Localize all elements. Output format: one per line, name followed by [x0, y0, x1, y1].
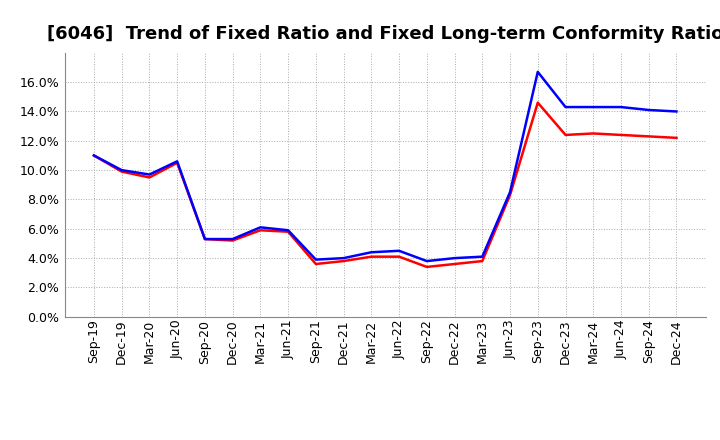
Fixed Long-term Conformity Ratio — [644, 134, 653, 139]
Fixed Ratio — [145, 172, 154, 177]
Fixed Ratio — [478, 254, 487, 259]
Fixed Ratio — [561, 104, 570, 110]
Fixed Ratio — [367, 249, 376, 255]
Fixed Long-term Conformity Ratio — [561, 132, 570, 138]
Fixed Long-term Conformity Ratio — [339, 258, 348, 264]
Fixed Ratio — [589, 104, 598, 110]
Fixed Long-term Conformity Ratio — [450, 261, 459, 267]
Fixed Long-term Conformity Ratio — [89, 153, 98, 158]
Fixed Ratio — [284, 227, 292, 233]
Fixed Long-term Conformity Ratio — [672, 135, 681, 140]
Fixed Long-term Conformity Ratio — [423, 264, 431, 270]
Fixed Long-term Conformity Ratio — [395, 254, 403, 259]
Fixed Long-term Conformity Ratio — [284, 229, 292, 235]
Fixed Long-term Conformity Ratio — [117, 169, 126, 174]
Fixed Long-term Conformity Ratio — [589, 131, 598, 136]
Fixed Long-term Conformity Ratio — [505, 192, 514, 198]
Fixed Long-term Conformity Ratio — [312, 261, 320, 267]
Fixed Long-term Conformity Ratio — [145, 175, 154, 180]
Fixed Long-term Conformity Ratio — [256, 227, 265, 233]
Fixed Ratio — [616, 104, 625, 110]
Fixed Ratio — [395, 248, 403, 253]
Title: [6046]  Trend of Fixed Ratio and Fixed Long-term Conformity Ratio: [6046] Trend of Fixed Ratio and Fixed Lo… — [47, 25, 720, 43]
Fixed Long-term Conformity Ratio — [173, 160, 181, 165]
Fixed Ratio — [117, 168, 126, 173]
Fixed Long-term Conformity Ratio — [534, 100, 542, 105]
Fixed Long-term Conformity Ratio — [616, 132, 625, 138]
Fixed Ratio — [423, 258, 431, 264]
Fixed Ratio — [672, 109, 681, 114]
Fixed Ratio — [339, 256, 348, 261]
Fixed Ratio — [312, 257, 320, 262]
Line: Fixed Ratio: Fixed Ratio — [94, 72, 677, 261]
Fixed Long-term Conformity Ratio — [201, 236, 210, 242]
Fixed Ratio — [534, 69, 542, 74]
Fixed Ratio — [450, 256, 459, 261]
Fixed Ratio — [505, 190, 514, 195]
Fixed Ratio — [644, 107, 653, 113]
Fixed Ratio — [201, 236, 210, 242]
Line: Fixed Long-term Conformity Ratio: Fixed Long-term Conformity Ratio — [94, 103, 677, 267]
Fixed Ratio — [228, 236, 237, 242]
Fixed Ratio — [89, 153, 98, 158]
Fixed Long-term Conformity Ratio — [367, 254, 376, 259]
Fixed Ratio — [256, 225, 265, 230]
Fixed Ratio — [173, 159, 181, 164]
Fixed Long-term Conformity Ratio — [228, 238, 237, 243]
Fixed Long-term Conformity Ratio — [478, 258, 487, 264]
